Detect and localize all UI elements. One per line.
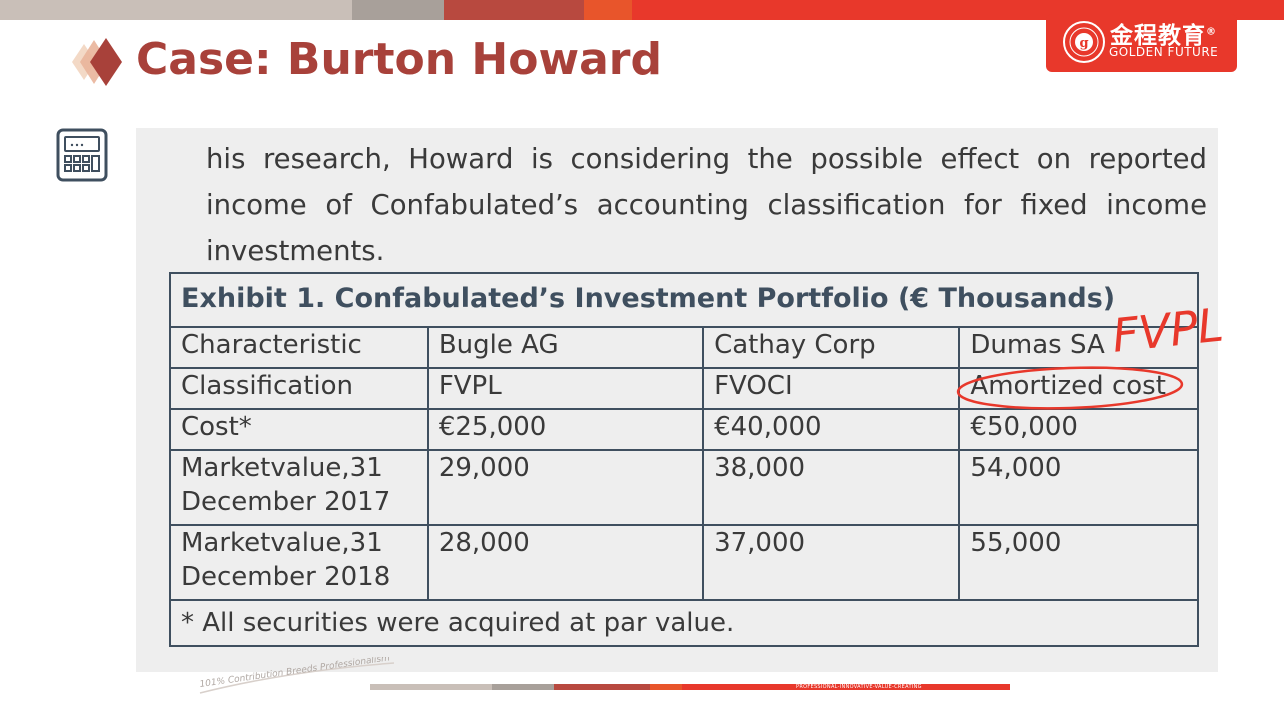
table-cell: 37,000 <box>702 524 961 601</box>
logo-seal-icon: g <box>1063 21 1105 63</box>
table-cell: €50,000 <box>958 408 1199 451</box>
column-header: Characteristic <box>169 326 429 369</box>
case-paragraph: his research, Howard is considering the … <box>206 136 1207 274</box>
table-cell: Amortized cost <box>958 367 1199 410</box>
paragraph-line: income of Confabulated’s accounting clas… <box>206 189 1207 221</box>
table-cell: FVPL <box>426 367 705 410</box>
table-row: Marketvalue,31 December 2018 28,000 37,0… <box>169 524 1199 601</box>
footer-color-bar <box>370 684 1010 690</box>
logo-english-name: GOLDEN FUTURE <box>1109 45 1219 59</box>
golden-future-logo: g 金程教育® GOLDEN FUTURE <box>1046 14 1237 72</box>
table-cell: 55,000 <box>958 524 1199 601</box>
title-diamond-icon <box>72 38 122 86</box>
top-color-bar <box>0 0 1284 20</box>
table-footnote-row: * All securities were acquired at par va… <box>169 599 1199 647</box>
table-header-row: Characteristic Bugle AG Cathay Corp Duma… <box>169 326 1199 369</box>
row-label: Classification <box>169 367 429 410</box>
column-header: Bugle AG <box>426 326 705 369</box>
table-cell: 54,000 <box>958 449 1199 526</box>
svg-text:101% Contribution Breeds Profe: 101% Contribution Breeds Professionalism <box>199 657 391 690</box>
logo-chinese-name: 金程教育® <box>1110 23 1217 49</box>
page-title: Case: Burton Howard <box>136 34 662 85</box>
table-row: Classification FVPL FVOCI Amortized cost <box>169 367 1199 410</box>
paragraph-line: his research, Howard is considering the … <box>206 143 1207 175</box>
exhibit-title: Exhibit 1. Confabulated’s Investment Por… <box>169 272 1199 328</box>
column-header: Cathay Corp <box>702 326 961 369</box>
table-row: Marketvalue,31 December 2017 29,000 38,0… <box>169 449 1199 526</box>
calculator-icon <box>56 128 108 182</box>
column-header: Dumas SA <box>958 326 1199 369</box>
table-cell: €25,000 <box>426 408 705 451</box>
table-cell: FVOCI <box>702 367 961 410</box>
footer-slogan: 101% Contribution Breeds Professionalism <box>199 657 395 694</box>
footer-tagline: PROFESSIONAL-INNOVATIVE-VALUE-CREATING <box>796 684 922 690</box>
row-label: Marketvalue,31 December 2017 <box>169 449 429 526</box>
svg-text:g: g <box>1079 36 1088 51</box>
table-cell: €40,000 <box>702 408 961 451</box>
row-label: Cost* <box>169 408 429 451</box>
row-label: Marketvalue,31 December 2018 <box>169 524 429 601</box>
paragraph-line: investments. <box>206 235 385 267</box>
table-row: Cost* €25,000 €40,000 €50,000 <box>169 408 1199 451</box>
table-cell: 29,000 <box>426 449 705 526</box>
exhibit-table: Exhibit 1. Confabulated’s Investment Por… <box>169 272 1199 647</box>
table-cell: 28,000 <box>426 524 705 601</box>
exhibit-footnote: * All securities were acquired at par va… <box>169 599 1199 647</box>
table-cell: 38,000 <box>702 449 961 526</box>
